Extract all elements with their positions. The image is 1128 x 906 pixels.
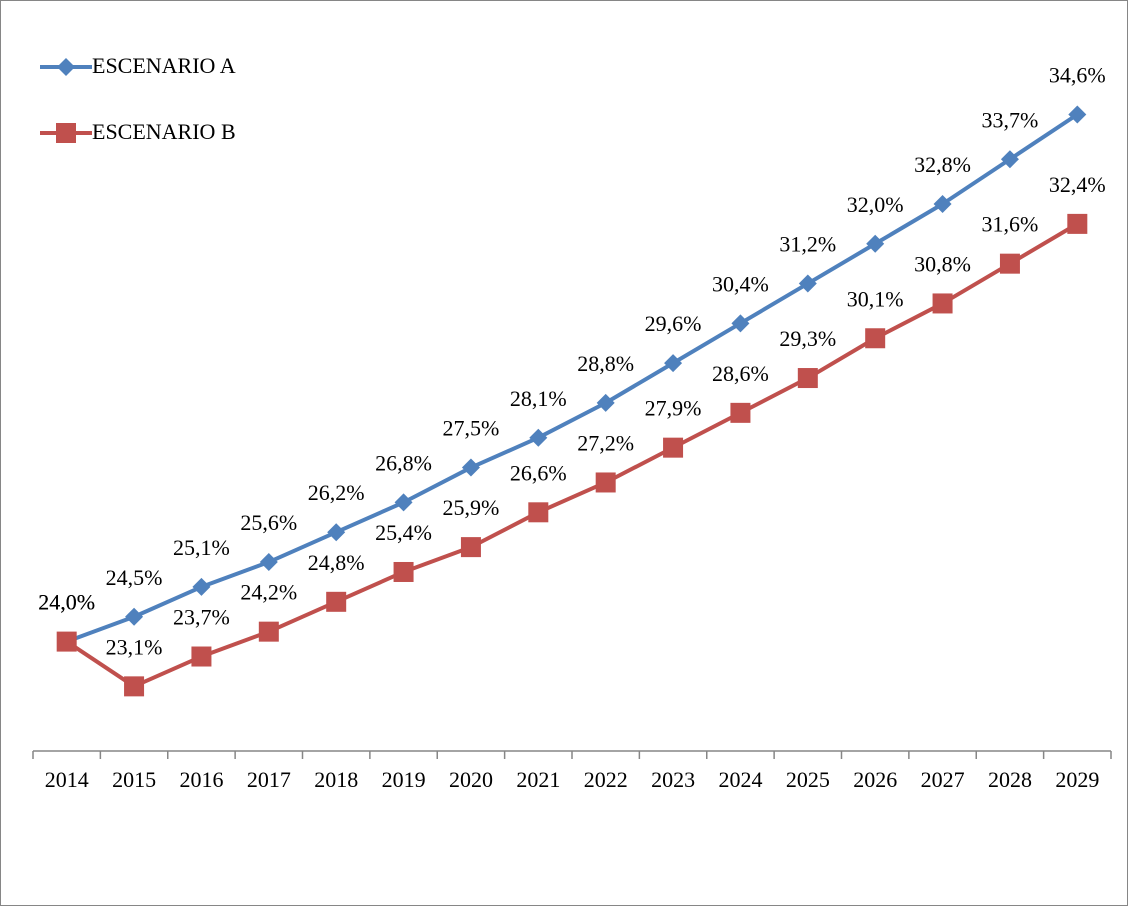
data-label: 25,9% (443, 495, 500, 520)
data-point (798, 274, 817, 293)
data-point (460, 537, 481, 558)
x-tick-label: 2025 (786, 767, 830, 792)
x-tick-label: 2014 (45, 767, 89, 792)
data-point (730, 402, 751, 423)
x-tick-label: 2021 (516, 767, 560, 792)
data-label: 31,6% (982, 212, 1039, 237)
x-tick-label: 2015 (112, 767, 156, 792)
data-label: 32,0% (847, 192, 904, 217)
data-label: 26,2% (308, 480, 365, 505)
x-tick-label: 2023 (651, 767, 695, 792)
x-tick-label: 2029 (1055, 767, 1099, 792)
data-point (327, 523, 346, 542)
data-point (1067, 213, 1088, 234)
data-point (393, 561, 414, 582)
data-point (326, 591, 347, 612)
data-label: 27,2% (577, 431, 634, 456)
data-point (192, 577, 211, 596)
data-point (56, 631, 77, 652)
data-label: 24,5% (106, 565, 163, 590)
data-label: 23,1% (106, 634, 163, 659)
data-point (125, 607, 144, 626)
data-point (191, 646, 212, 667)
data-point (258, 621, 279, 642)
x-tick-label: 2027 (921, 767, 965, 792)
data-label: 32,4% (1049, 172, 1106, 197)
data-label: 28,8% (577, 351, 634, 376)
x-tick-label: 2018 (314, 767, 358, 792)
data-point (932, 293, 953, 314)
data-point (1000, 150, 1019, 169)
x-tick-label: 2026 (853, 767, 897, 792)
data-point (664, 354, 683, 373)
x-tick-label: 2016 (179, 767, 223, 792)
data-label: 29,3% (779, 326, 836, 351)
x-tick-label: 2019 (382, 767, 426, 792)
x-tick-label: 2028 (988, 767, 1032, 792)
data-label: 26,6% (510, 460, 567, 485)
data-label: 28,1% (510, 386, 567, 411)
legend-label: ESCENARIO A (92, 53, 236, 78)
data-point (596, 393, 615, 412)
data-point (461, 458, 480, 477)
data-point (797, 368, 818, 389)
data-point (731, 314, 750, 333)
x-tick-label: 2024 (718, 767, 762, 792)
series-line (65, 112, 1079, 644)
data-label: 26,8% (375, 450, 432, 475)
data-label: 25,4% (375, 520, 432, 545)
legend-label: ESCENARIO B (92, 119, 236, 144)
data-label: 27,9% (645, 396, 702, 421)
data-label: 24,2% (240, 580, 297, 605)
data-label: 25,6% (240, 510, 297, 535)
data-point (528, 502, 549, 523)
data-point (1068, 105, 1087, 124)
data-label: 23,7% (173, 605, 230, 630)
data-label: 30,1% (847, 286, 904, 311)
data-label: 32,8% (914, 152, 971, 177)
data-label: 25,1% (173, 535, 230, 560)
data-label: 24,8% (308, 550, 365, 575)
x-tick-label: 2020 (449, 767, 493, 792)
data-label: 30,4% (712, 271, 769, 296)
legend-marker (56, 123, 76, 143)
data-label: 33,7% (982, 107, 1039, 132)
data-point (999, 253, 1020, 274)
data-label: 27,5% (443, 416, 500, 441)
data-point (865, 328, 886, 349)
data-point (933, 194, 952, 213)
data-point (259, 553, 278, 572)
data-point (394, 493, 413, 512)
data-label: 29,6% (645, 311, 702, 336)
data-point (663, 437, 684, 458)
x-tick-label: 2017 (247, 767, 291, 792)
x-tick-label: 2022 (584, 767, 628, 792)
data-point (124, 676, 145, 697)
data-label: 30,8% (914, 251, 971, 276)
data-label: 28,6% (712, 361, 769, 386)
data-point (595, 472, 616, 493)
data-point (866, 234, 885, 253)
data-label: 24,0% (38, 590, 95, 615)
legend-marker (57, 58, 75, 76)
data-label: 31,2% (779, 232, 836, 257)
data-label: 34,6% (1049, 63, 1106, 88)
series-line (65, 222, 1079, 689)
data-point (529, 428, 548, 447)
data-label: 24,0% (38, 590, 95, 615)
